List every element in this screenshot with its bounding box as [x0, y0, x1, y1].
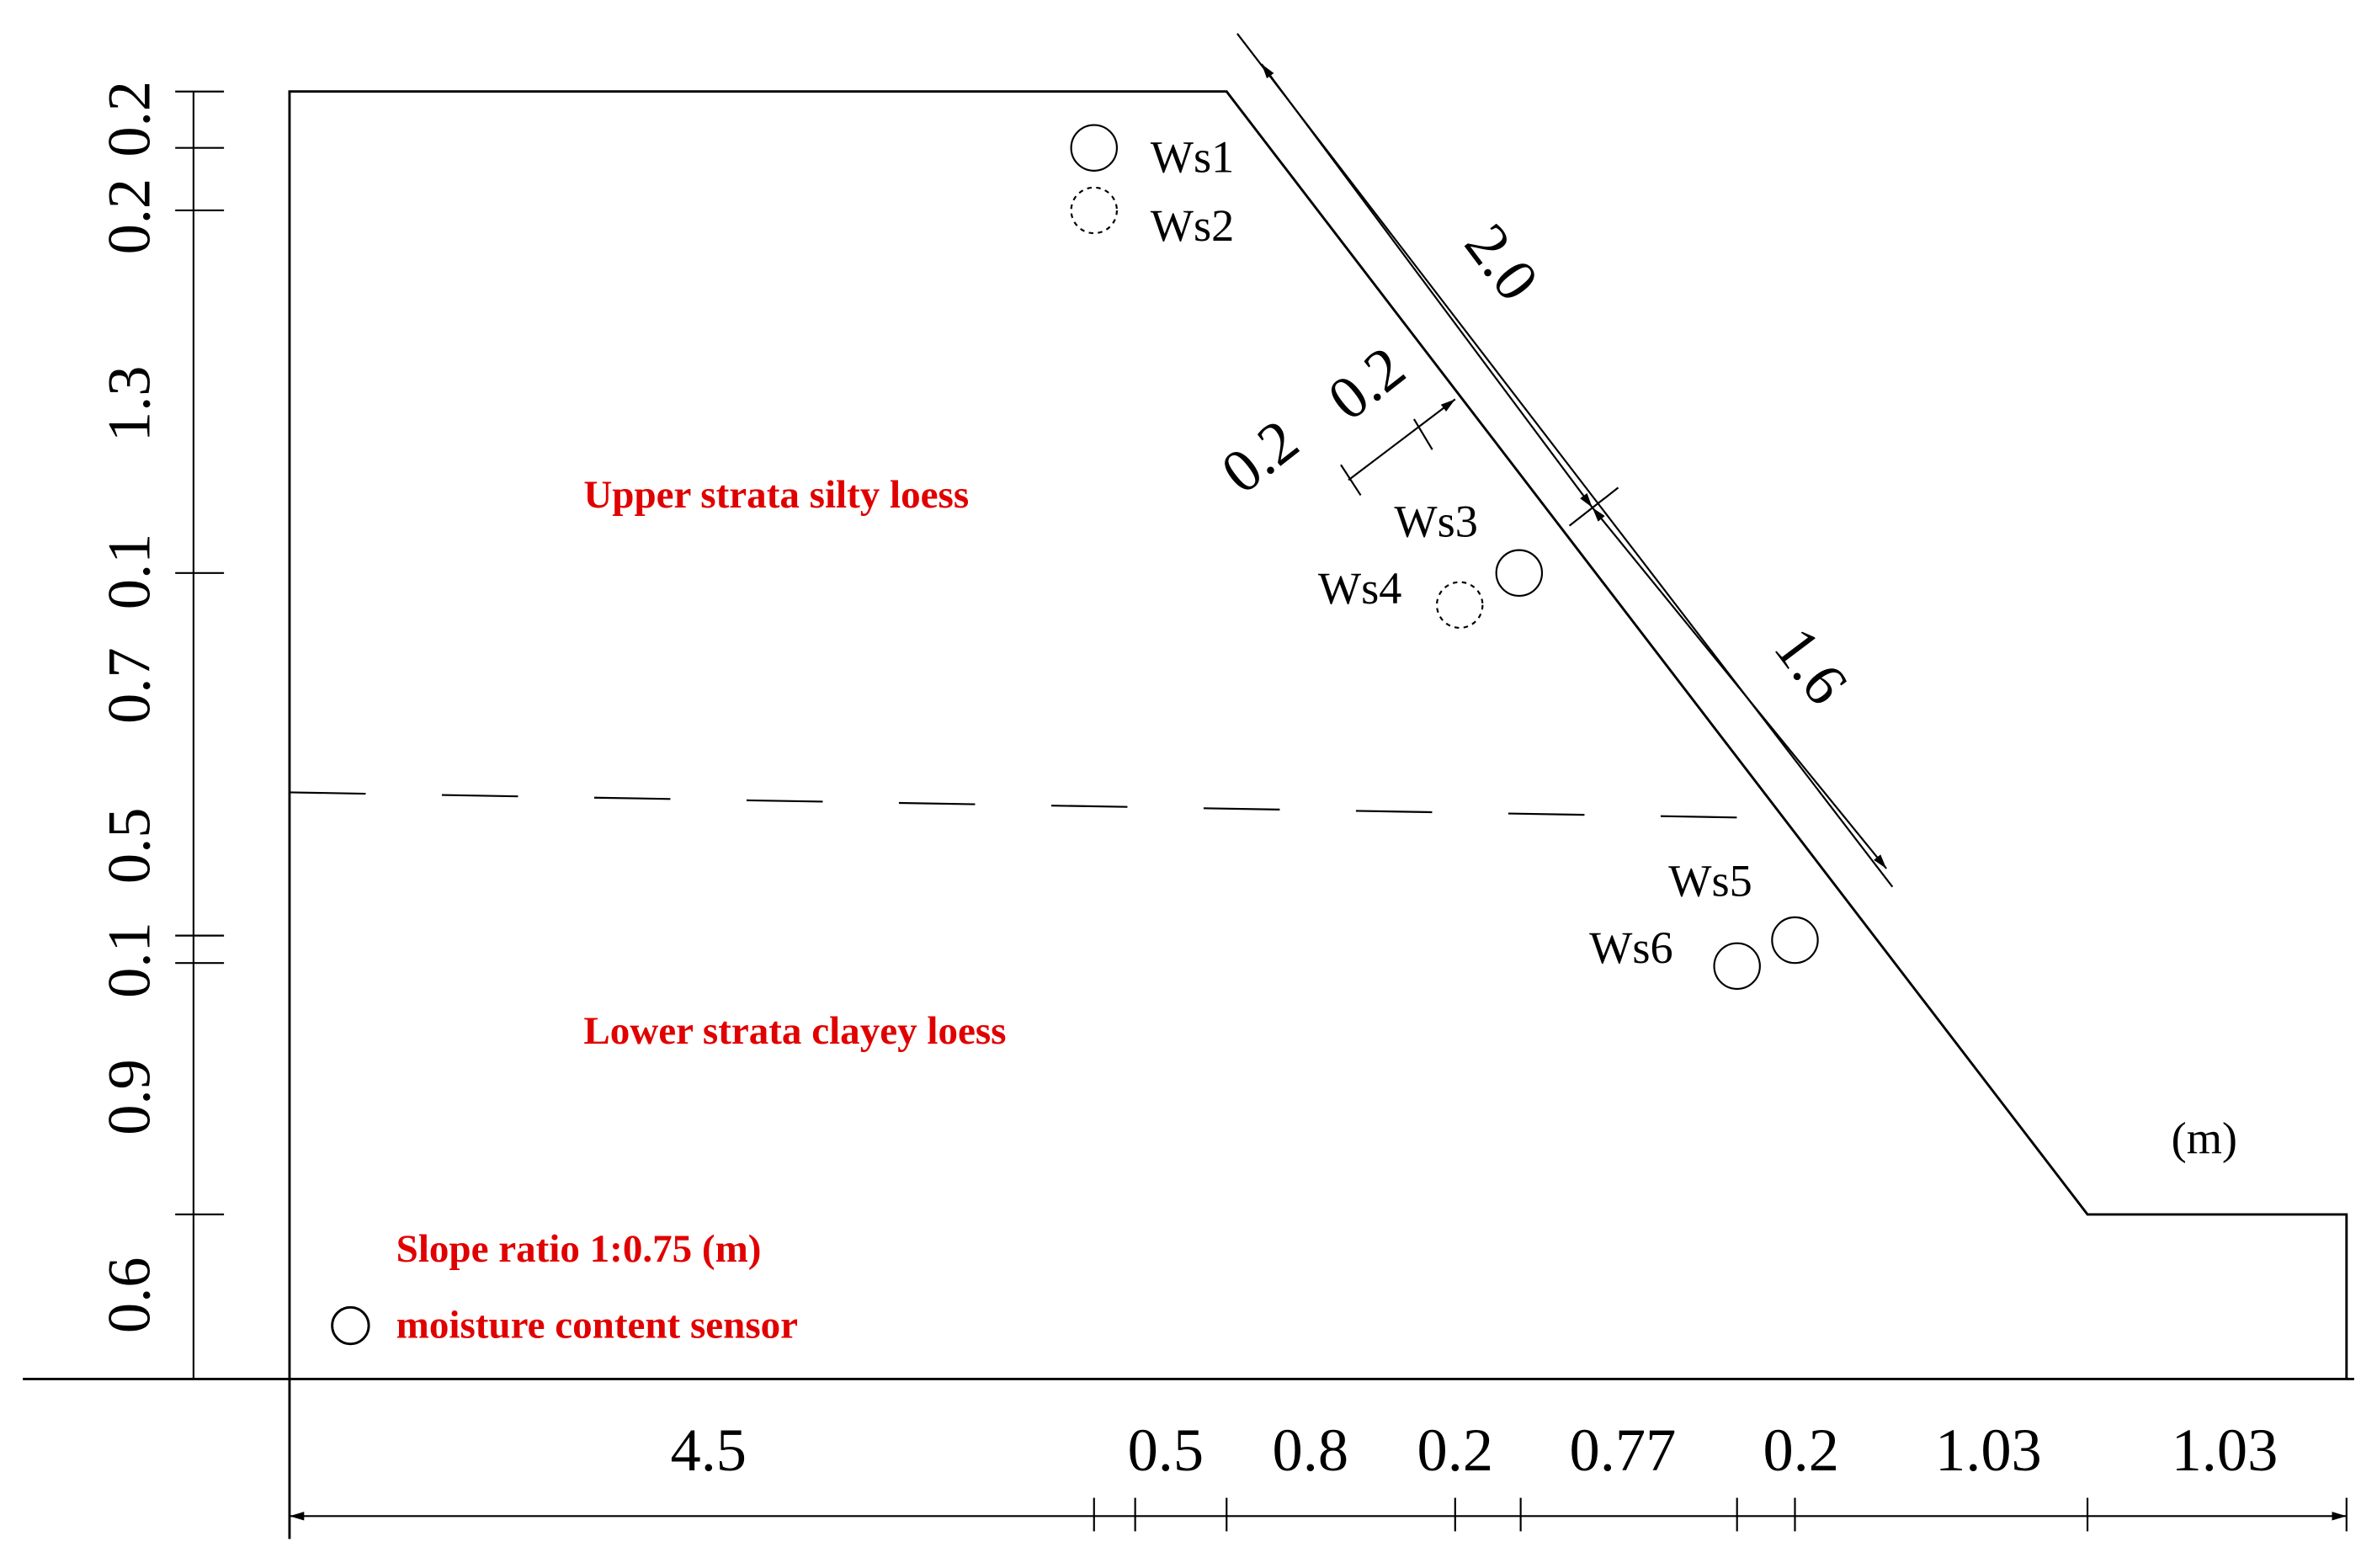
slope-outline [23, 90, 2354, 1539]
left-dimension-labels: 0.2 0.2 1.3 0.1 0.7 0.5 0.1 0.9 0.6 [94, 81, 162, 1333]
dim-label: 1.6 [1761, 614, 1861, 716]
sensor-label: Ws1 [1151, 132, 1235, 183]
sensor-label: Ws6 [1589, 922, 1673, 973]
dim-label: 0.7 [94, 647, 162, 724]
left-dimension-line [175, 90, 225, 1379]
dim-label: 0.1 [94, 534, 162, 610]
dim-label: 0.5 [1128, 1416, 1204, 1484]
dim-label: 0.2 [1316, 332, 1417, 433]
dim-label: 4.5 [671, 1416, 747, 1484]
bottom-dimension-labels: 4.5 0.5 0.8 0.2 0.77 0.2 1.03 1.03 [671, 1416, 2279, 1484]
dim-label: 0.2 [1417, 1416, 1494, 1484]
dim-label: 0.1 [94, 922, 162, 998]
dim-label: 1.3 [94, 366, 162, 443]
sensor-label: Ws4 [1318, 563, 1402, 614]
strata-label: Upper strata silty loess [583, 473, 969, 517]
sensors [331, 124, 1819, 1346]
dim-label: 0.77 [1570, 1416, 1677, 1484]
dim-label: 0.2 [94, 178, 162, 255]
slope-dimension-labels: 2.0 1.6 0.2 0.2 [1209, 211, 1862, 717]
legend-text: moisture content sensor [396, 1304, 798, 1347]
sensor-label: Ws5 [1668, 856, 1752, 906]
unit-label: (m) [2172, 1113, 2237, 1163]
dim-label: 2.0 [1452, 211, 1552, 313]
dim-label: 0.2 [1763, 1416, 1839, 1484]
legend-text: Slope ratio 1:0.75 (m) [396, 1227, 762, 1271]
dim-label: 0.2 [1209, 406, 1311, 507]
sensor-label: Ws2 [1151, 200, 1235, 251]
dim-label: 1.03 [1935, 1416, 2042, 1484]
bottom-dimension-line [289, 1497, 2348, 1532]
slope-dimension-line [1236, 33, 1894, 888]
strata-label: Lower strata clayey loess [583, 1009, 1006, 1053]
dim-label: 0.6 [94, 1257, 162, 1334]
dim-label: 0.9 [94, 1059, 162, 1135]
dim-label: 1.03 [2172, 1416, 2279, 1484]
dim-label: 0.2 [94, 81, 162, 157]
dim-label: 0.5 [94, 808, 162, 885]
dim-label: 0.8 [1273, 1416, 1349, 1484]
sensor-label: Ws3 [1394, 496, 1478, 546]
